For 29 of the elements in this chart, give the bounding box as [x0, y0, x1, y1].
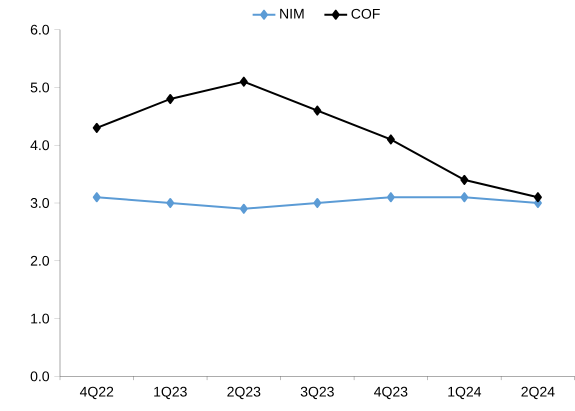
point: [460, 174, 468, 185]
x-tick-label: 4Q23: [374, 386, 408, 400]
point: [92, 192, 101, 202]
point: [386, 134, 395, 144]
y-tick-label: 4.0: [30, 140, 50, 150]
y-tick-label: 0.0: [30, 371, 50, 382]
point: [386, 192, 395, 202]
x-tick-label: 1Q23: [154, 386, 187, 400]
x-tick-label: 2Q23: [227, 386, 260, 400]
y-tick-label: 2.0: [30, 256, 50, 266]
point: [166, 94, 174, 104]
point: [313, 198, 322, 208]
x-tick-label: 4Q22: [80, 386, 114, 400]
x-tick-label: 1Q24: [448, 386, 482, 400]
point: [240, 76, 248, 87]
y-tick-label: 5.0: [30, 82, 50, 92]
point: [534, 192, 542, 202]
legend-label: NIM: [280, 8, 304, 19]
x-tick-label: 3Q23: [300, 386, 334, 400]
y-tick-label: 1.0: [31, 314, 50, 324]
point: [92, 122, 101, 133]
point: [166, 198, 174, 208]
legend-label: COF: [352, 8, 380, 19]
x-tick-label: 2Q24: [521, 386, 555, 400]
y-tick-label: 3.0: [30, 198, 50, 208]
point: [460, 192, 468, 202]
point: [240, 204, 248, 214]
point: [313, 106, 322, 116]
y-tick-label: 6.0: [30, 24, 50, 35]
